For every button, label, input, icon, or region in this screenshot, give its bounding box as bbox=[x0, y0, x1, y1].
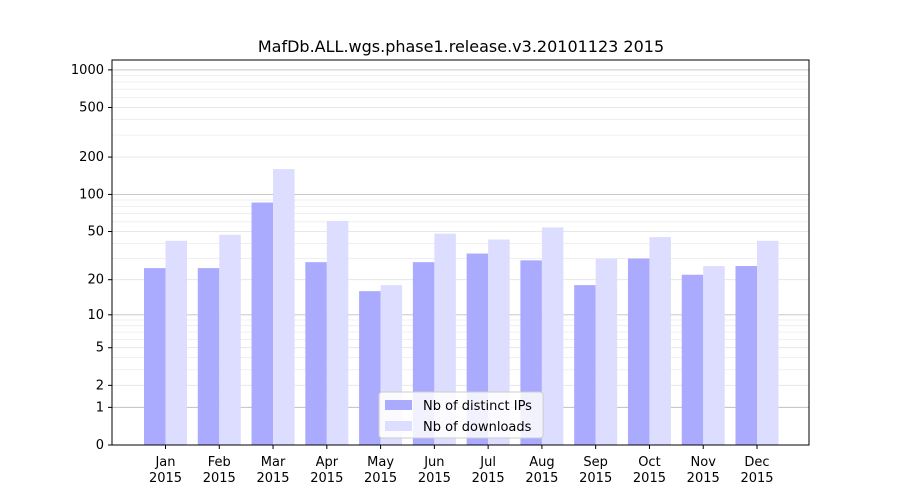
legend-label: Nb of downloads bbox=[423, 420, 532, 435]
bar-downloads bbox=[541, 227, 564, 445]
x-tick-label: Feb bbox=[208, 455, 231, 470]
y-tick-label: 100 bbox=[79, 187, 104, 202]
bar-distinct-ips bbox=[574, 285, 596, 445]
bar-downloads bbox=[595, 258, 618, 445]
plot-frame bbox=[111, 59, 810, 446]
bar-distinct-ips bbox=[197, 268, 220, 445]
y-tick-label: 200 bbox=[79, 150, 104, 165]
x-tick-label-year: 2015 bbox=[579, 471, 612, 486]
legend-label: Nb of distinct IPs bbox=[423, 399, 532, 414]
bar-downloads bbox=[703, 266, 725, 445]
x-tick-label: Nov bbox=[691, 455, 717, 470]
x-tick-label: Apr bbox=[316, 455, 339, 470]
x-tick-label-year: 2015 bbox=[525, 471, 558, 486]
bar-downloads bbox=[219, 234, 241, 445]
bar-distinct-ips bbox=[359, 291, 381, 445]
y-tick-label: 20 bbox=[87, 273, 104, 288]
y-tick-label: 50 bbox=[87, 225, 104, 240]
bar-downloads bbox=[649, 237, 671, 445]
y-tick-label: 2 bbox=[96, 378, 104, 393]
x-tick-label-year: 2015 bbox=[472, 471, 505, 486]
x-tick-label: Jan bbox=[154, 455, 175, 470]
x-tick-label-year: 2015 bbox=[364, 471, 397, 486]
x-tick-label: Jul bbox=[479, 455, 496, 470]
x-tick-label: Dec bbox=[744, 455, 769, 470]
x-tick-label: Oct bbox=[638, 455, 660, 470]
bar-distinct-ips bbox=[681, 274, 704, 445]
bar-distinct-ips bbox=[305, 262, 327, 445]
legend-box bbox=[378, 391, 544, 439]
legend-swatch bbox=[385, 421, 412, 431]
chart-title: MafDb.ALL.wgs.phase1.release.v3.20101123… bbox=[258, 37, 664, 56]
x-tick-label-year: 2015 bbox=[418, 471, 451, 486]
x-tick-label-year: 2015 bbox=[256, 471, 289, 486]
bar-downloads bbox=[273, 169, 295, 445]
bar-downloads bbox=[326, 220, 349, 445]
x-tick-label-year: 2015 bbox=[203, 471, 236, 486]
bar-downloads bbox=[757, 240, 779, 445]
x-tick-label-year: 2015 bbox=[740, 471, 773, 486]
y-tick-label: 500 bbox=[79, 100, 104, 115]
y-tick-label: 1 bbox=[96, 400, 104, 415]
x-tick-label: Sep bbox=[583, 455, 608, 470]
x-tick-label-year: 2015 bbox=[310, 471, 343, 486]
y-tick-label: 1000 bbox=[71, 63, 104, 78]
bar-distinct-ips bbox=[627, 258, 650, 445]
y-tick-label: 5 bbox=[96, 341, 104, 356]
bar-distinct-ips bbox=[251, 202, 274, 445]
x-tick-label: Jun bbox=[423, 455, 444, 470]
bar-distinct-ips bbox=[144, 268, 166, 445]
x-tick-label: Mar bbox=[261, 455, 286, 470]
y-tick-label: 0 bbox=[96, 438, 104, 453]
x-tick-label: Aug bbox=[529, 455, 554, 470]
legend-swatch bbox=[385, 400, 412, 410]
x-tick-label: May bbox=[367, 455, 394, 470]
x-tick-label-year: 2015 bbox=[633, 471, 666, 486]
x-tick-label-year: 2015 bbox=[149, 471, 182, 486]
x-tick-label-year: 2015 bbox=[687, 471, 720, 486]
bar-distinct-ips bbox=[735, 266, 757, 445]
bar-downloads bbox=[165, 240, 187, 445]
y-tick-label: 10 bbox=[87, 308, 104, 323]
